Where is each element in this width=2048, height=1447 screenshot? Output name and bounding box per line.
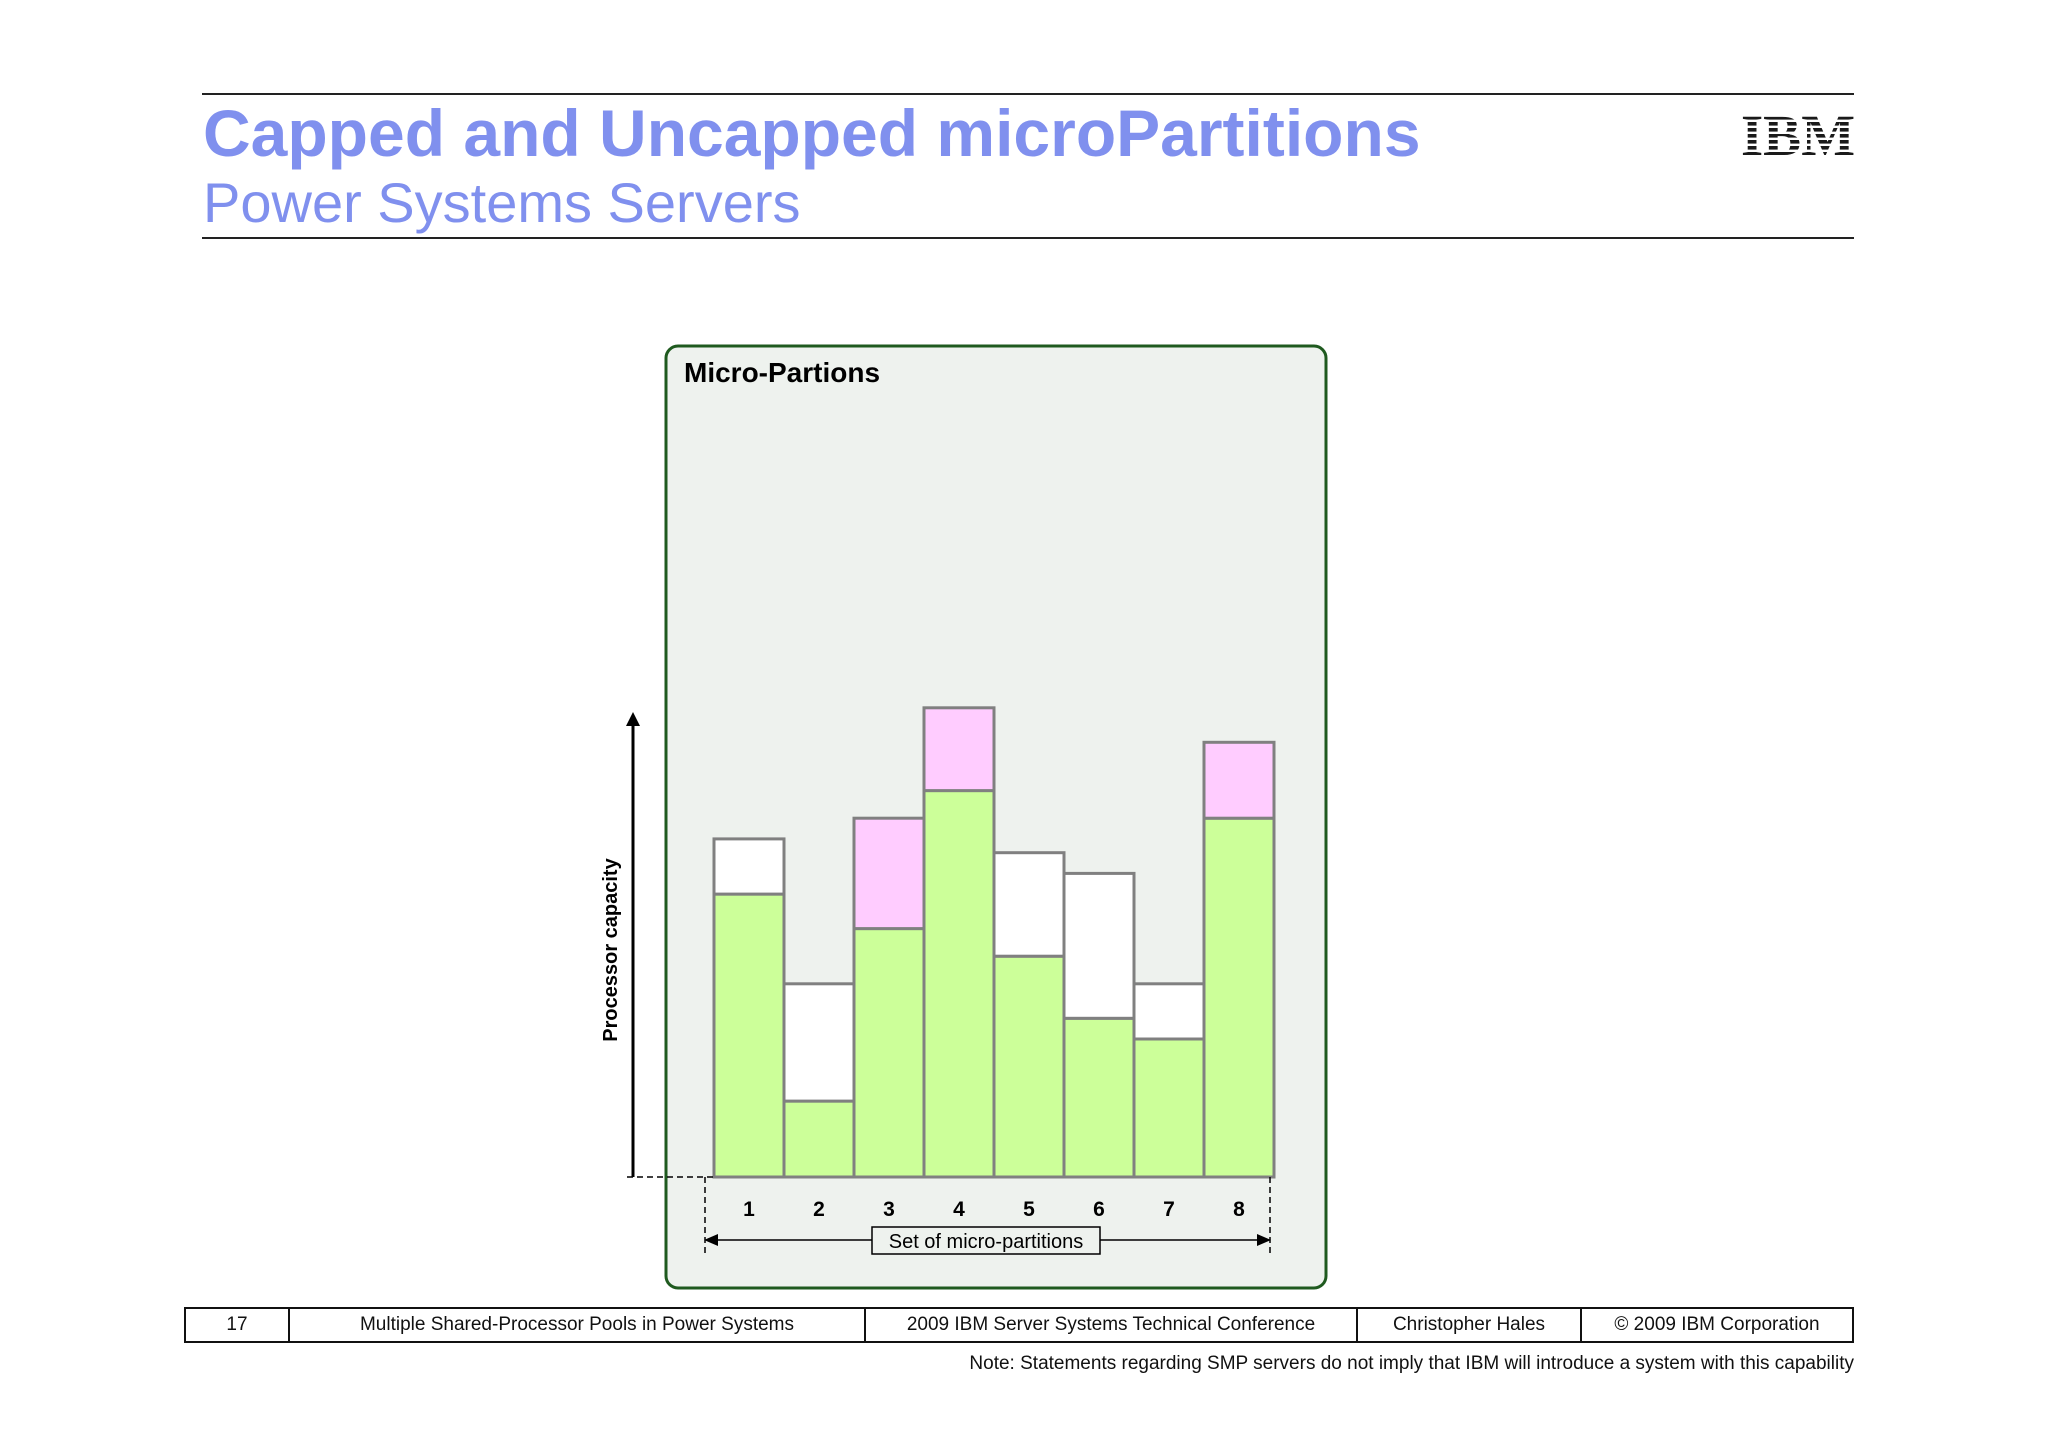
partition-label-1: 1 xyxy=(743,1198,755,1221)
partition-2-unused-segment xyxy=(782,982,856,1103)
partition-2-used-segment xyxy=(782,1099,856,1179)
x-arrowhead-right xyxy=(1257,1234,1271,1246)
partition-label-4: 4 xyxy=(953,1198,965,1221)
partition-3-used-segment xyxy=(852,927,926,1179)
partition-label-3: 3 xyxy=(883,1198,895,1221)
partition-label-5: 5 xyxy=(1023,1198,1035,1221)
partition-5-used-segment xyxy=(992,954,1066,1179)
ibm-logo: IBM xyxy=(1741,110,1855,158)
x-axis-label-box xyxy=(871,1226,1101,1255)
partition-label-2: 2 xyxy=(813,1198,825,1221)
partition-labels: 1 2 3 4 5 6 7 8 xyxy=(743,1198,1245,1221)
footer-author: Christopher Hales xyxy=(1356,1309,1580,1341)
header-bottom-rule xyxy=(202,237,1854,239)
partition-8-extra-segment xyxy=(1202,740,1276,820)
partition-8-used-segment xyxy=(1202,816,1276,1179)
partition-7-unused-segment xyxy=(1132,982,1206,1041)
x-axis-label: Set of micro-partitions xyxy=(889,1231,1084,1253)
partition-1-unused-segment xyxy=(712,837,786,896)
ibm-logo-text: IBM xyxy=(1741,110,1855,158)
partition-bars xyxy=(712,706,1276,1179)
footer-page-number: 17 xyxy=(226,1314,248,1335)
partition-4-extra-segment xyxy=(922,706,996,793)
partition-label-7: 7 xyxy=(1163,1198,1175,1221)
panel-title: Micro-Partions xyxy=(684,357,880,388)
footer-copyright: © 2009 IBM Corporation xyxy=(1580,1309,1852,1341)
footer-deck-title: Multiple Shared-Processor Pools in Power… xyxy=(288,1309,864,1341)
footer-bar: 17 Multiple Shared-Processor Pools in Po… xyxy=(184,1307,1854,1343)
partition-label-8: 8 xyxy=(1233,1198,1245,1221)
partition-7-used-segment xyxy=(1132,1037,1206,1179)
partition-6-used-segment xyxy=(1062,1016,1136,1179)
footer-event: 2009 IBM Server Systems Technical Confer… xyxy=(864,1309,1356,1341)
y-axis-label: Processor capacity xyxy=(600,857,622,1041)
partition-3-extra-segment xyxy=(852,816,926,931)
partition-6-unused-segment xyxy=(1062,871,1136,1020)
partition-label-6: 6 xyxy=(1093,1198,1105,1221)
partition-1-used-segment xyxy=(712,892,786,1179)
partition-4-used-segment xyxy=(922,789,996,1179)
header-top-rule xyxy=(202,93,1854,95)
partition-5-unused-segment xyxy=(992,851,1066,958)
x-arrowhead-left xyxy=(704,1234,718,1246)
page-title: Capped and Uncapped microPartitions xyxy=(203,96,1421,170)
y-axis-arrowhead xyxy=(626,712,640,726)
footer-note: Note: Statements regarding SMP servers d… xyxy=(969,1353,1854,1374)
page-subtitle: Power Systems Servers xyxy=(203,171,801,234)
